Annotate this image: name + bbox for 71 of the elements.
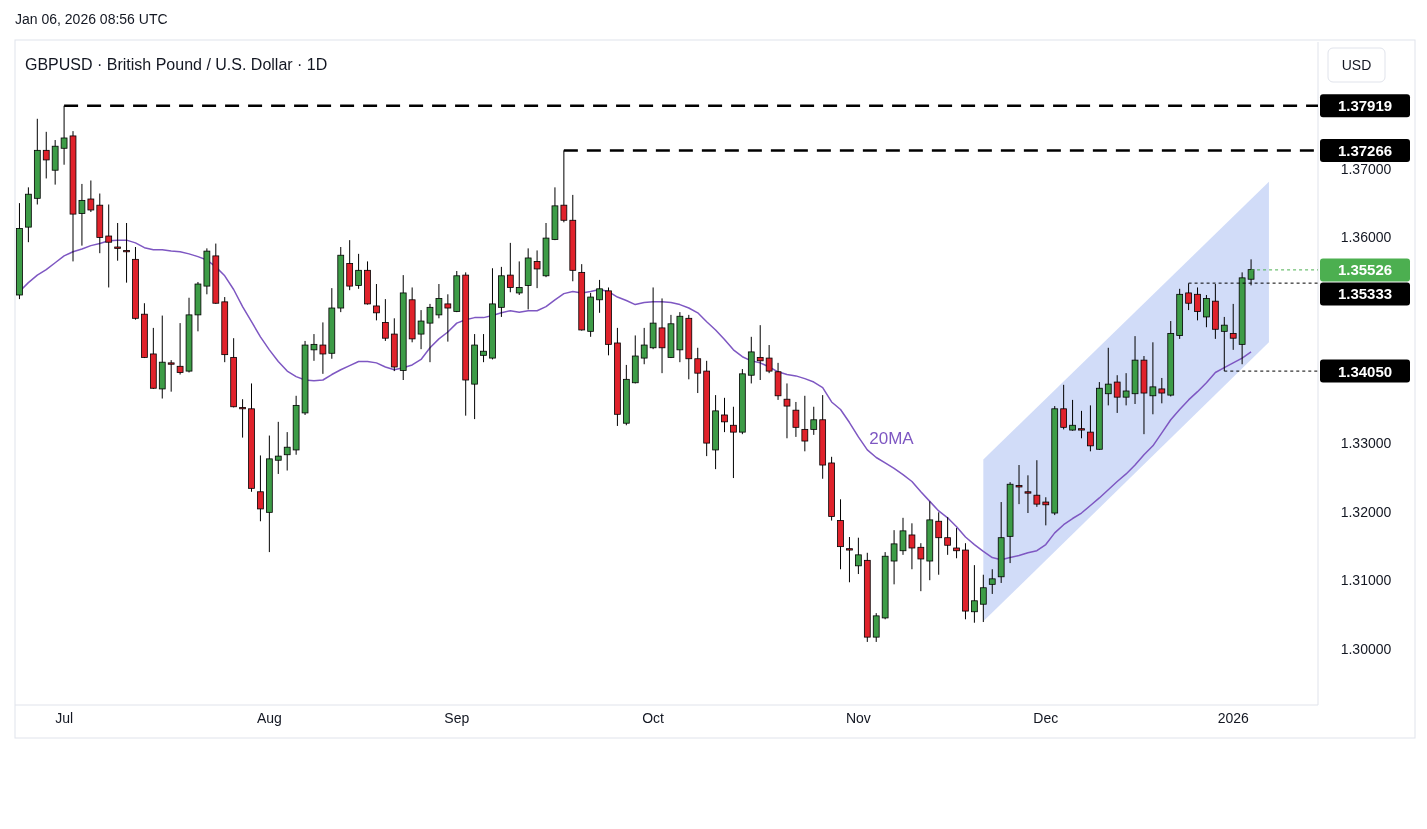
x-tick-label: Aug <box>256 710 282 726</box>
candlestick <box>810 406 818 436</box>
candlestick <box>1033 459 1041 508</box>
y-axis-title: USD <box>1341 57 1372 73</box>
candlestick <box>801 395 809 452</box>
candlestick <box>730 406 737 479</box>
candlestick <box>506 242 514 293</box>
x-tick-label: Oct <box>642 710 665 726</box>
candlestick <box>114 222 121 262</box>
candlestick <box>1024 474 1032 514</box>
candlestick <box>373 283 380 321</box>
candlestick <box>382 298 389 342</box>
ref-line-label: 1.35526 <box>1337 261 1393 279</box>
candlestick <box>283 431 291 472</box>
x-tick-label: Sep <box>444 710 470 726</box>
candlestick <box>596 279 603 314</box>
series-label: 20MA <box>869 428 915 448</box>
candlestick <box>988 568 996 595</box>
candlestick <box>640 327 648 365</box>
text: GBPUSD · British Pound / U.S. Dollar · 1D <box>25 56 328 73</box>
x-tick-label: Nov <box>845 710 871 726</box>
candlestick <box>783 382 791 439</box>
candlestick <box>1078 410 1085 439</box>
candlestick <box>971 564 978 624</box>
candlestick <box>1229 303 1237 351</box>
ref-line-label: 1.35333 <box>1337 285 1393 303</box>
text: Jan 06, 2026 08:56 UTC <box>15 11 168 27</box>
x-tick-label: 2026 <box>1217 710 1249 726</box>
candlestick <box>1042 496 1050 526</box>
candlestick <box>694 347 702 394</box>
candlestick <box>1087 404 1094 452</box>
candlestick <box>480 333 487 363</box>
candlestick <box>1203 294 1210 328</box>
x-tick-label: Jul <box>55 710 74 726</box>
candlestick <box>123 222 130 284</box>
candlestick <box>756 324 764 381</box>
candlestick <box>979 574 987 623</box>
candlestick <box>792 401 800 438</box>
candlestick <box>257 454 264 522</box>
y-tick-label: 1.36000 <box>1340 229 1392 246</box>
candlestick <box>274 421 282 475</box>
candlestick <box>846 536 853 583</box>
candlestick <box>515 260 523 296</box>
candlestick <box>346 239 354 291</box>
candlestick <box>935 511 943 576</box>
candlestick <box>1060 384 1067 430</box>
candlestick <box>747 336 755 384</box>
y-tick-label: 1.31000 <box>1340 572 1392 589</box>
candlestick <box>42 131 50 179</box>
y-tick-label: 1.33000 <box>1340 435 1392 452</box>
candlestick <box>239 398 246 439</box>
candlestick <box>105 203 113 288</box>
candlestick <box>355 253 362 290</box>
x-tick-label: Dec <box>1033 710 1059 726</box>
y-tick-label: 1.37000 <box>1340 160 1392 177</box>
candlestick <box>855 537 862 575</box>
candlestick <box>953 527 960 559</box>
candlestick <box>721 397 728 433</box>
candlestick <box>872 612 880 643</box>
candlestick <box>1104 347 1112 406</box>
candlestick <box>1069 399 1076 432</box>
y-tick-label: 1.30000 <box>1340 640 1392 657</box>
candlestick <box>1113 374 1121 414</box>
ref-line-label: 1.34050 <box>1337 362 1393 380</box>
candlestick <box>944 516 951 556</box>
ref-line-label: 1.37266 <box>1337 142 1393 160</box>
candlestick <box>167 359 175 393</box>
y-tick-label: 1.32000 <box>1340 503 1392 520</box>
ref-line-label: 1.37919 <box>1337 97 1393 115</box>
candlestick <box>1158 377 1166 404</box>
candlestick <box>1194 286 1201 321</box>
